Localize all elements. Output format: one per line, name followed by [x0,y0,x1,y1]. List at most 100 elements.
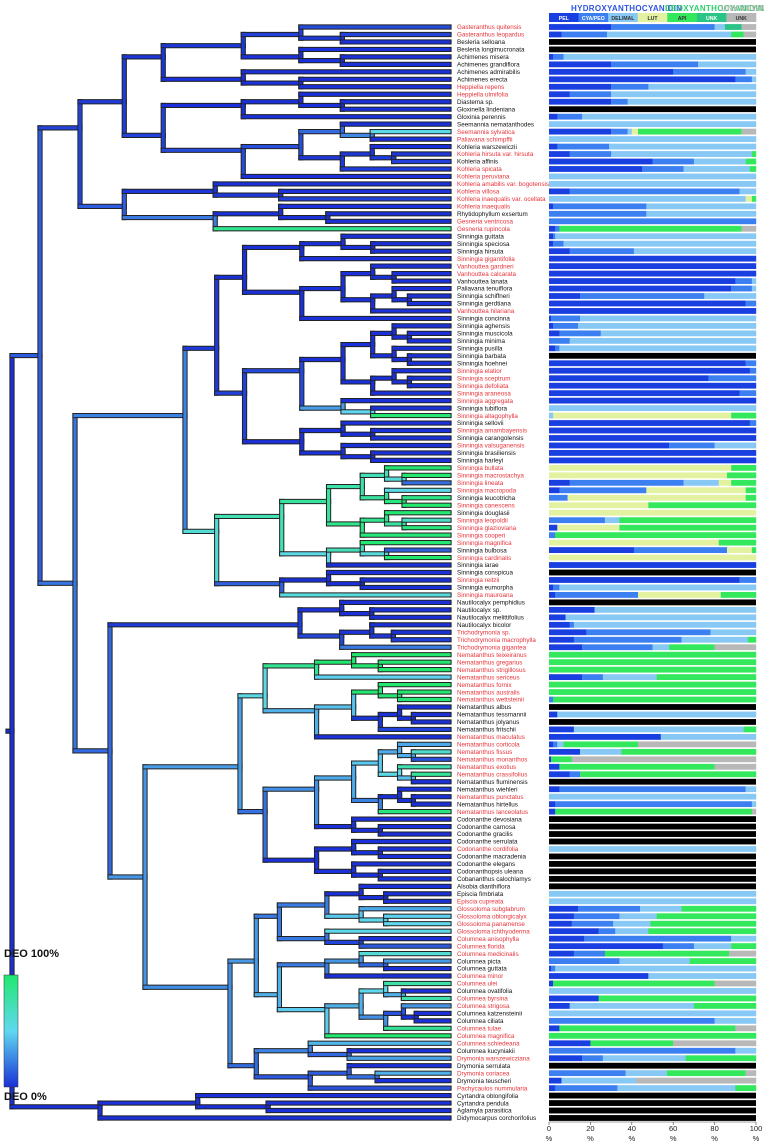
taxon-label: Alsobia dianthiflora [457,884,511,891]
category-label: DEL/MAL [611,16,635,22]
bar-segment [549,233,554,240]
category-legend: PEL CYA/PEO DEL/MAL LUT API UNK UNK [549,13,757,22]
bar-segment [549,577,740,583]
taxon-label: Cobananthus calochlamys [457,876,531,883]
bar-segment [606,31,732,38]
bar-segment [553,696,757,703]
bar-segment [549,225,556,232]
taxon-label: Nematanthus crassifolius [457,771,527,778]
bar-segment [625,1070,668,1077]
bar-segment [549,950,575,957]
bar-segment [633,547,728,553]
bar-segment [573,726,744,733]
taxon-label: Nematanthus fritschii [457,727,516,734]
taxon-label: Nematanthus lanceolatus [457,809,528,816]
bar-segment [549,1047,736,1054]
taxon-label: Sinningia macrostachya [457,473,524,480]
taxon-label: Columnea medicinalis [457,951,519,958]
bar-segment [549,337,570,344]
bar-segment [557,143,610,150]
bar-segment [749,420,757,426]
category-label: CYA/PEO [582,16,605,22]
taxon-label: Columnea magnifica [457,1033,515,1040]
taxon-label: Seemannia sylvatica [457,129,515,136]
taxon-label: Sinningia glazioviana [457,525,517,532]
bar-segment-nodata [549,816,756,823]
bar-segment [549,756,552,763]
bar-segment [582,644,653,651]
taxon-label: Sinningia sellovii [457,420,504,427]
deo-legend-bottom-label: DEO 0% [4,1091,47,1103]
bar-segment [751,285,757,292]
taxon-label: Trichodrymonia macrophylla [457,637,536,644]
bar-segment [745,300,757,307]
category-label: API [678,16,687,22]
bar-segment [609,143,757,150]
taxon-label: Achimenes misera [457,54,509,61]
bar-segment [731,31,744,38]
bar-segment [549,696,554,703]
bar-segment [549,980,554,987]
bar-segment [549,24,612,30]
taxon-label: Sinningia lineata [457,480,504,487]
bar-segment [549,173,757,180]
taxon-label: Kohleria hirsuta var. hirsuta [457,151,534,158]
bar-segment [549,1025,560,1032]
bar-segment [571,920,614,927]
bar-segment [549,255,757,262]
bar-segment [549,711,558,718]
bar-segment [745,158,757,165]
bar-segment [549,487,560,494]
taxon-label: Sinningia leopoldii [457,517,508,524]
bar-segment [640,905,682,912]
bar-segment [549,322,554,329]
bar-segment-nodata [549,704,756,710]
taxon-label: Sinningia concinna [457,316,510,323]
bar-segment [745,68,757,75]
bar-segment [611,24,715,30]
bar-segment [555,233,757,240]
category-swatch [637,13,668,22]
bar-segment-nodata [549,823,756,830]
bar-segment [731,935,757,942]
phylogenetic-tree [5,24,452,1121]
bar-segment [745,786,757,793]
bar-segment [549,554,757,561]
bar-segment [551,756,572,763]
bar-segment [549,801,556,808]
bar-segment [551,965,556,972]
taxon-label: Codonanthe serrulata [457,839,518,846]
taxon-label: Kohleria spicata [457,166,502,173]
stacked-bars [549,24,757,1121]
bar-segment [549,442,670,449]
bar-segment [549,928,599,935]
taxon-label: Codonanthe carnosa [457,824,516,831]
bar-segment [549,121,757,128]
taxon-label: Diastema sp. [457,99,494,106]
bar-segment [549,382,757,389]
bar-segment [611,83,649,90]
bar-segment [549,943,664,950]
bar-segment [565,614,757,621]
bar-segment [627,98,757,105]
bar-segment-nodata [549,861,756,867]
taxon-label: Nautilocalyx sp. [457,607,501,614]
bar-segment [739,188,757,195]
taxon-label: Columnea katzensteinii [457,1011,522,1018]
taxon-label: Achimenes grandiflora [457,62,520,69]
category-label: PEL [559,16,570,22]
bar-segment [731,412,757,419]
bar-segment-nodata [549,569,756,576]
taxon-label: Sinningia macropoda [457,488,517,495]
bar-segment [580,315,757,322]
bar-segment [549,629,587,636]
bar-segment [580,771,757,778]
bar-segment [549,464,732,471]
taxon-label: Sinningia canescens [457,502,515,509]
taxon-label: Nematanthus strigillosus [457,667,526,674]
bar-segment-nodata [549,352,756,359]
bar-segment [549,405,757,412]
bar-segment [549,905,579,912]
bar-segment [648,973,757,979]
taxon-label: Sinningia hirsuta [457,248,504,255]
